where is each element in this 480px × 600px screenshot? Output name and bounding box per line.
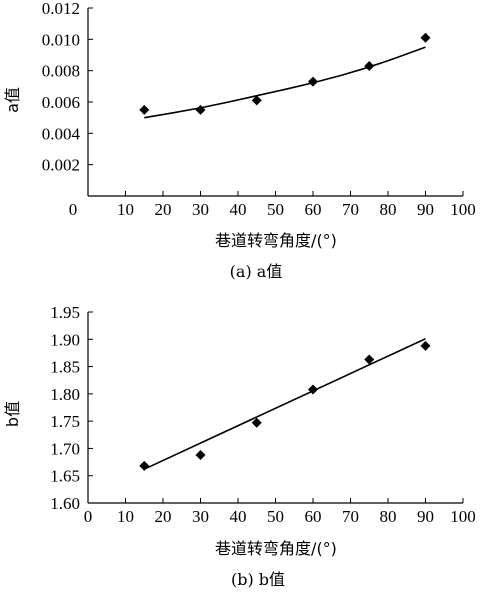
panel-b-y-tick-label: 1.60: [50, 494, 80, 513]
panel-b-x-tick-label: 30: [192, 507, 209, 526]
panel-b-data-point: [364, 354, 375, 365]
panel-b-x-axis-title: 巷道转弯角度/(°): [215, 539, 337, 558]
panel-b-x-tick-label: 20: [155, 507, 172, 526]
panel-b-chart: (b) b值 巷道转弯角度/(°) b值 0 10 20 30 40 50 60 70 80 90…: [3, 303, 476, 589]
panel-b-fit-line: [143, 338, 426, 470]
panel-a-data-point: [251, 95, 262, 106]
panel-a-data-point: [308, 76, 318, 87]
panel-a-x-axis-title: 巷道转弯角度/(°): [215, 231, 337, 250]
panel-a-chart: (a) a值 巷道转弯角度/(°) a值 0 10 20 30 40 50 60 70 80 90…: [3, 0, 476, 281]
panel-a-x-tick-label: 30: [192, 200, 209, 219]
panel-b-y-tick-label: 1.65: [50, 467, 80, 486]
panel-a-x-tick-label: 40: [230, 200, 247, 219]
panel-b-data-point: [420, 340, 431, 351]
panel-b-y-tick-label: 1.75: [50, 412, 80, 431]
panel-a-x-tick-label: 100: [450, 200, 476, 219]
panel-b-data-point: [195, 449, 206, 460]
panel-b-y-tick-label: 1.70: [50, 439, 80, 458]
panel-a-x-tick-label: 10: [117, 200, 134, 219]
panel-b-x-tick-label: 10: [117, 507, 134, 526]
panel-a-fit-line: [144, 46, 426, 119]
panel-a-x-tick-label: 90: [417, 200, 434, 219]
panel-a-x-tick-label: 80: [380, 200, 397, 219]
panel-a-x-tick-label: 60: [305, 200, 322, 219]
panel-b-x-tick-label: 60: [305, 507, 322, 526]
panel-b-x-tick-label: 80: [380, 507, 397, 526]
panel-b-data-point: [308, 384, 318, 395]
panel-a-y-tick-label: 0.010: [42, 30, 80, 49]
panel-b-x-tick-label: 90: [417, 507, 434, 526]
panel-a-y-axis-title: a值: [3, 87, 22, 113]
panel-a-data-point: [364, 60, 375, 71]
panel-b-y-tick-label: 1.85: [50, 358, 80, 377]
panel-a-x-tick-label: 50: [267, 200, 284, 219]
panel-a-x-tick-label: 0: [69, 200, 78, 219]
panel-b-y-tick-label: 1.95: [50, 303, 80, 322]
panel-b-y-tick-label: 1.80: [50, 385, 80, 404]
panel-b-x-tick-label: 70: [342, 507, 359, 526]
panel-a-y-tick-label: 0.002: [42, 156, 80, 175]
panel-a-y-tick-label: 0.012: [42, 0, 80, 18]
panel-b-x-tick-label: 50: [267, 507, 284, 526]
panel-a-y-tick-label: 0.006: [42, 93, 80, 112]
panel-b-data-point: [251, 417, 262, 428]
panel-b-caption: (b) b值: [231, 570, 285, 589]
panel-b-x-tick-label: 100: [450, 507, 476, 526]
panel-b-x-tick-label: 0: [84, 507, 93, 526]
panel-a-caption: (a) a值: [230, 262, 283, 281]
panel-a-data-point: [139, 104, 150, 115]
panel-a-x-tick-label: 20: [155, 200, 172, 219]
panel-b-y-tick-label: 1.90: [50, 330, 80, 349]
panel-a-data-point: [420, 32, 431, 43]
panel-a-y-tick-label: 0.008: [42, 62, 80, 81]
panel-b-data-point: [139, 460, 150, 471]
panel-a-data-point: [195, 104, 206, 115]
panel-b-x-tick-label: 40: [230, 507, 247, 526]
panel-a-y-tick-label: 0.004: [42, 124, 81, 143]
panel-a-x-tick-label: 70: [342, 200, 359, 219]
panel-b-y-axis-title: b值: [3, 401, 22, 427]
